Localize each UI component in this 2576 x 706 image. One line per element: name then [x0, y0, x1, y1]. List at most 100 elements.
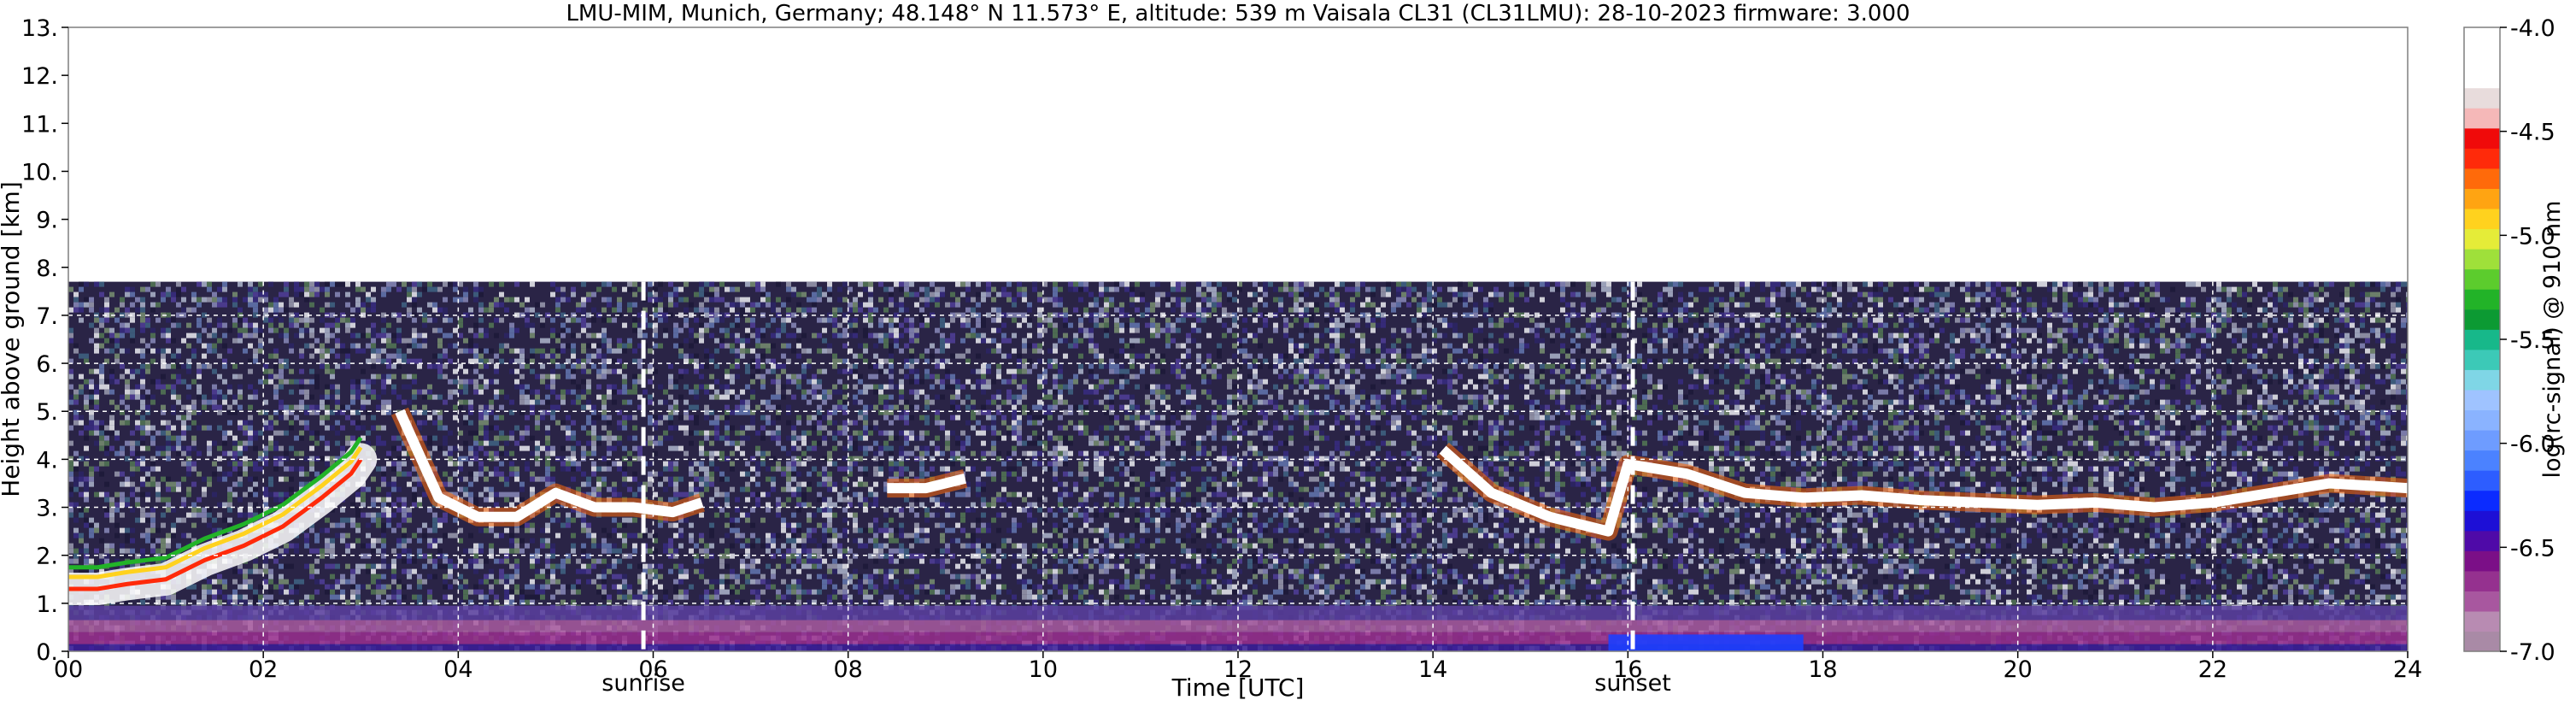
noise-cell — [709, 297, 714, 303]
noise-cell — [791, 394, 796, 400]
noise-cell — [704, 409, 709, 415]
noise-cell — [79, 389, 84, 395]
noise-cell — [166, 348, 171, 354]
noise-cell — [730, 461, 735, 467]
noise-cell — [560, 589, 566, 595]
noise-cell — [155, 466, 161, 472]
noise-cell — [325, 409, 330, 415]
noise-cell — [601, 368, 607, 374]
noise-cell — [514, 574, 519, 580]
noise-cell — [499, 491, 504, 497]
noise-cell — [673, 461, 678, 467]
noise-cell — [566, 445, 571, 451]
noise-cell — [325, 543, 330, 549]
noise-cell — [68, 461, 73, 467]
noise-cell — [632, 384, 637, 390]
noise-cell — [514, 297, 519, 303]
noise-cell — [253, 332, 258, 338]
noise-cell — [68, 476, 73, 482]
noise-cell — [145, 425, 150, 431]
noise-cell — [279, 302, 284, 308]
noise-cell — [530, 558, 535, 564]
noise-cell — [689, 430, 694, 436]
noise-cell — [217, 579, 222, 585]
noise-cell — [294, 302, 299, 308]
noise-cell — [781, 322, 786, 328]
noise-cell — [453, 579, 458, 585]
noise-cell — [309, 466, 314, 472]
noise-cell — [391, 589, 396, 595]
noise-cell — [238, 389, 243, 395]
noise-cell — [576, 512, 581, 518]
noise-cell — [837, 404, 842, 410]
noise-cell — [99, 332, 104, 338]
noise-cell — [407, 338, 412, 344]
noise-cell — [361, 563, 366, 569]
noise-cell — [391, 512, 396, 518]
noise-cell — [89, 415, 94, 421]
noise-cell — [499, 476, 504, 482]
noise-cell — [617, 389, 622, 395]
noise-cell — [489, 307, 494, 313]
noise-cell — [494, 332, 499, 338]
noise-cell — [648, 461, 653, 467]
noise-cell — [571, 399, 576, 405]
noise-cell — [791, 291, 796, 297]
noise-cell — [684, 430, 689, 436]
noise-cell — [304, 563, 309, 569]
noise-cell — [94, 522, 99, 528]
noise-cell — [197, 322, 202, 328]
noise-cell — [94, 420, 99, 426]
noise-cell — [79, 481, 84, 487]
noise-cell — [760, 543, 766, 549]
noise-cell — [484, 486, 489, 492]
noise-cell — [735, 517, 740, 523]
noise-cell — [314, 384, 320, 390]
noise-cell — [478, 440, 484, 446]
noise-cell — [637, 379, 643, 385]
noise-cell — [432, 563, 437, 569]
noise-cell — [725, 435, 730, 441]
noise-cell — [140, 317, 145, 323]
noise-cell — [458, 404, 463, 410]
noise-cell — [771, 302, 776, 308]
noise-cell — [648, 481, 653, 487]
noise-cell — [222, 435, 227, 441]
noise-cell — [786, 538, 791, 544]
noise-cell — [453, 517, 458, 523]
noise-cell — [586, 579, 591, 585]
noise-cell — [458, 558, 463, 564]
noise-cell — [576, 584, 581, 590]
noise-cell — [238, 461, 243, 467]
noise-cell — [227, 502, 232, 508]
noise-cell — [207, 281, 212, 287]
noise-cell — [412, 317, 417, 323]
noise-cell — [637, 374, 643, 379]
noise-cell — [150, 548, 155, 554]
noise-cell — [161, 450, 166, 456]
noise-cell — [355, 538, 361, 544]
noise-cell — [555, 297, 560, 303]
noise-cell — [427, 538, 432, 544]
noise-cell — [776, 512, 781, 518]
noise-cell — [519, 435, 525, 441]
noise-cell — [673, 286, 678, 292]
noise-cell — [601, 579, 607, 585]
noise-cell — [381, 527, 386, 533]
noise-cell — [202, 394, 207, 400]
noise-cell — [837, 286, 842, 292]
noise-cell — [207, 343, 212, 349]
noise-cell — [391, 445, 396, 451]
noise-cell — [366, 389, 371, 395]
noise-cell — [381, 584, 386, 590]
noise-cell — [381, 317, 386, 323]
noise-cell — [740, 409, 745, 415]
noise-cell — [443, 281, 448, 287]
noise-cell — [494, 502, 499, 508]
noise-cell — [427, 507, 432, 513]
noise-cell — [663, 327, 668, 333]
noise-cell — [545, 466, 550, 472]
noise-cell — [478, 327, 484, 333]
noise-cell — [376, 563, 381, 569]
noise-cell — [350, 343, 355, 349]
